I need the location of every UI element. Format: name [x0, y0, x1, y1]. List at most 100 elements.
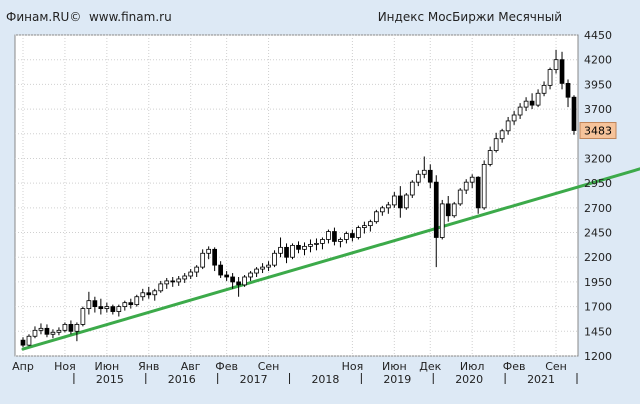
candles-layer: [20, 49, 577, 348]
x-year-label: 2016: [168, 373, 196, 386]
y-tick-label: 4200: [584, 54, 612, 67]
candle-body: [26, 335, 32, 346]
candle-body: [206, 248, 212, 254]
x-month-label: Фев: [215, 360, 238, 373]
candle-body: [559, 59, 565, 84]
candle: [302, 242, 307, 256]
y-tick-label: 2700: [584, 202, 612, 215]
candle: [362, 221, 367, 234]
x-month-label: Апр: [12, 360, 34, 373]
candle-body: [511, 114, 517, 122]
y-tick-label: 4450: [584, 29, 612, 42]
candle: [409, 180, 415, 198]
candle-body: [362, 225, 367, 229]
candle-body: [385, 204, 391, 209]
candle-body: [338, 239, 343, 242]
candle-body: [547, 69, 553, 86]
support-trendline: [21, 167, 640, 351]
last-price-label: 3483: [584, 125, 612, 138]
candle-body: [332, 231, 337, 242]
candle-body: [44, 327, 50, 335]
candle-body: [248, 272, 253, 278]
candle: [487, 146, 493, 167]
candle: [248, 271, 253, 281]
candle-body: [541, 84, 547, 94]
candle-body: [110, 306, 116, 312]
x-month-label: Сен: [258, 360, 280, 373]
candle: [380, 205, 385, 216]
candle-body: [439, 203, 445, 238]
candle-body: [164, 280, 170, 285]
candle-body: [50, 331, 56, 335]
candle-body: [302, 245, 307, 250]
candle-body: [374, 211, 379, 223]
candle: [110, 304, 116, 315]
candle: [439, 199, 445, 240]
candle: [242, 275, 247, 287]
candle-body: [254, 268, 259, 274]
candle: [212, 247, 217, 272]
x-month-label: Дек: [419, 360, 441, 373]
candle: [308, 239, 313, 253]
candle: [535, 89, 541, 108]
candle: [344, 231, 349, 244]
candle: [224, 271, 229, 281]
candle-body: [523, 100, 529, 108]
candle-body: [272, 252, 277, 266]
candle: [74, 322, 80, 342]
candle: [451, 201, 457, 218]
candle-body: [212, 248, 217, 266]
candle: [493, 132, 499, 153]
candle-body: [98, 306, 104, 309]
candle: [356, 225, 361, 240]
x-month-label: Ноя: [54, 360, 76, 373]
candle-body: [296, 244, 301, 250]
y-tick-label: 1950: [584, 276, 612, 289]
candle: [62, 322, 68, 333]
candle: [457, 188, 463, 206]
candle-body: [427, 169, 433, 183]
candle-body: [308, 243, 313, 247]
candle-body: [68, 323, 74, 332]
candle: [499, 128, 505, 143]
candle: [44, 324, 50, 338]
source-site: www.finam.ru: [88, 10, 172, 24]
candle: [98, 298, 104, 315]
candle-body: [62, 323, 68, 331]
candle-body: [356, 227, 361, 238]
candle: [20, 337, 26, 348]
candle: [338, 237, 343, 248]
candle: [170, 276, 176, 287]
candle: [92, 296, 98, 313]
candle: [320, 237, 325, 250]
candle: [385, 201, 391, 214]
candle-body: [475, 176, 481, 209]
candle-body: [529, 100, 535, 106]
candle: [128, 298, 134, 309]
candle: [433, 175, 439, 268]
candle: [158, 280, 164, 293]
x-year-label: 2020: [455, 373, 483, 386]
candle-body: [457, 189, 463, 205]
candle: [391, 192, 397, 208]
candle: [182, 273, 188, 283]
candle: [332, 227, 337, 246]
candle: [469, 174, 475, 189]
candle: [463, 179, 469, 195]
candle-body: [116, 306, 122, 312]
y-tick-label: 1700: [584, 301, 612, 314]
candle-body: [218, 264, 223, 276]
candle-body: [565, 82, 571, 98]
candle: [116, 304, 122, 317]
candle-body: [553, 59, 559, 70]
y-tick-label: 1200: [584, 350, 612, 363]
candle: [200, 249, 206, 270]
candle-body: [194, 266, 200, 273]
candle-body: [104, 306, 110, 309]
candle-body: [38, 327, 44, 331]
x-year-label: 2019: [383, 373, 411, 386]
candle-body: [200, 252, 206, 268]
candle-body: [20, 339, 26, 346]
candle-body: [463, 181, 469, 191]
